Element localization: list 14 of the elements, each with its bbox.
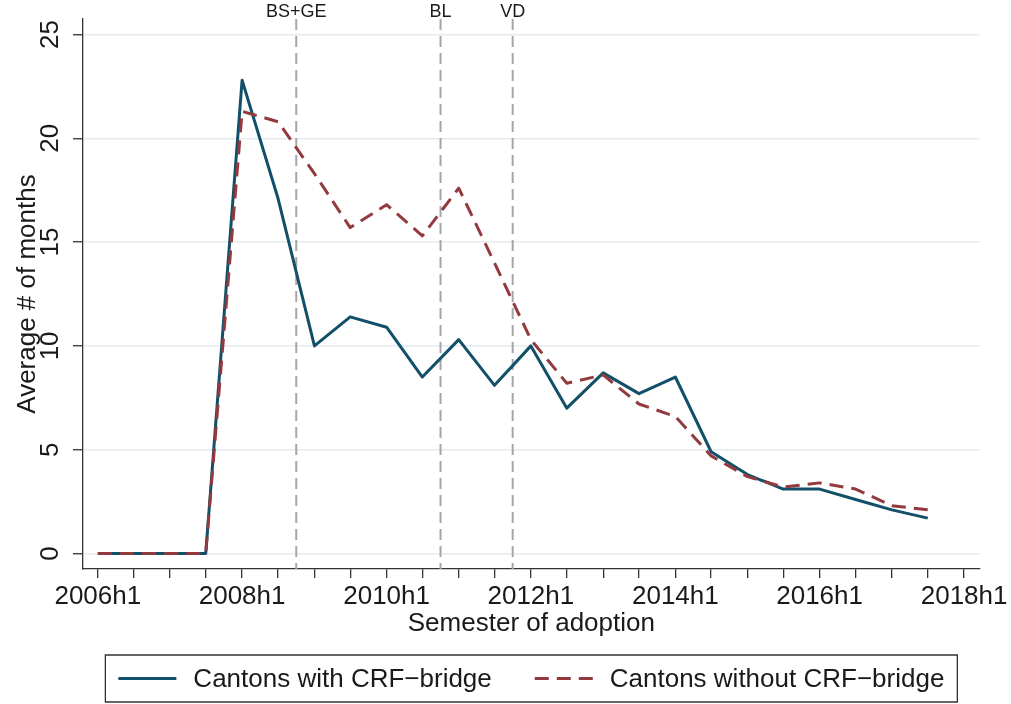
ref-line-label: BL bbox=[429, 0, 452, 21]
y-tick-label: 0 bbox=[34, 546, 65, 561]
y-tick-label: 20 bbox=[34, 123, 65, 153]
x-tick-label: 2006h1 bbox=[54, 579, 142, 610]
legend-label: Cantons with CRF−bridge bbox=[193, 662, 492, 693]
x-tick-label: 2018h1 bbox=[920, 579, 1008, 610]
y-tick-label: 15 bbox=[34, 227, 65, 257]
x-tick-label: 2008h1 bbox=[198, 579, 286, 610]
legend-label: Cantons without CRF−bridge bbox=[609, 662, 945, 693]
y-tick-label: 5 bbox=[34, 442, 65, 457]
ref-line-label: BS+GE bbox=[265, 0, 327, 21]
ref-line-label: VD bbox=[500, 0, 526, 21]
x-tick-label: 2016h1 bbox=[776, 579, 863, 610]
y-tick-label: 25 bbox=[34, 20, 65, 50]
